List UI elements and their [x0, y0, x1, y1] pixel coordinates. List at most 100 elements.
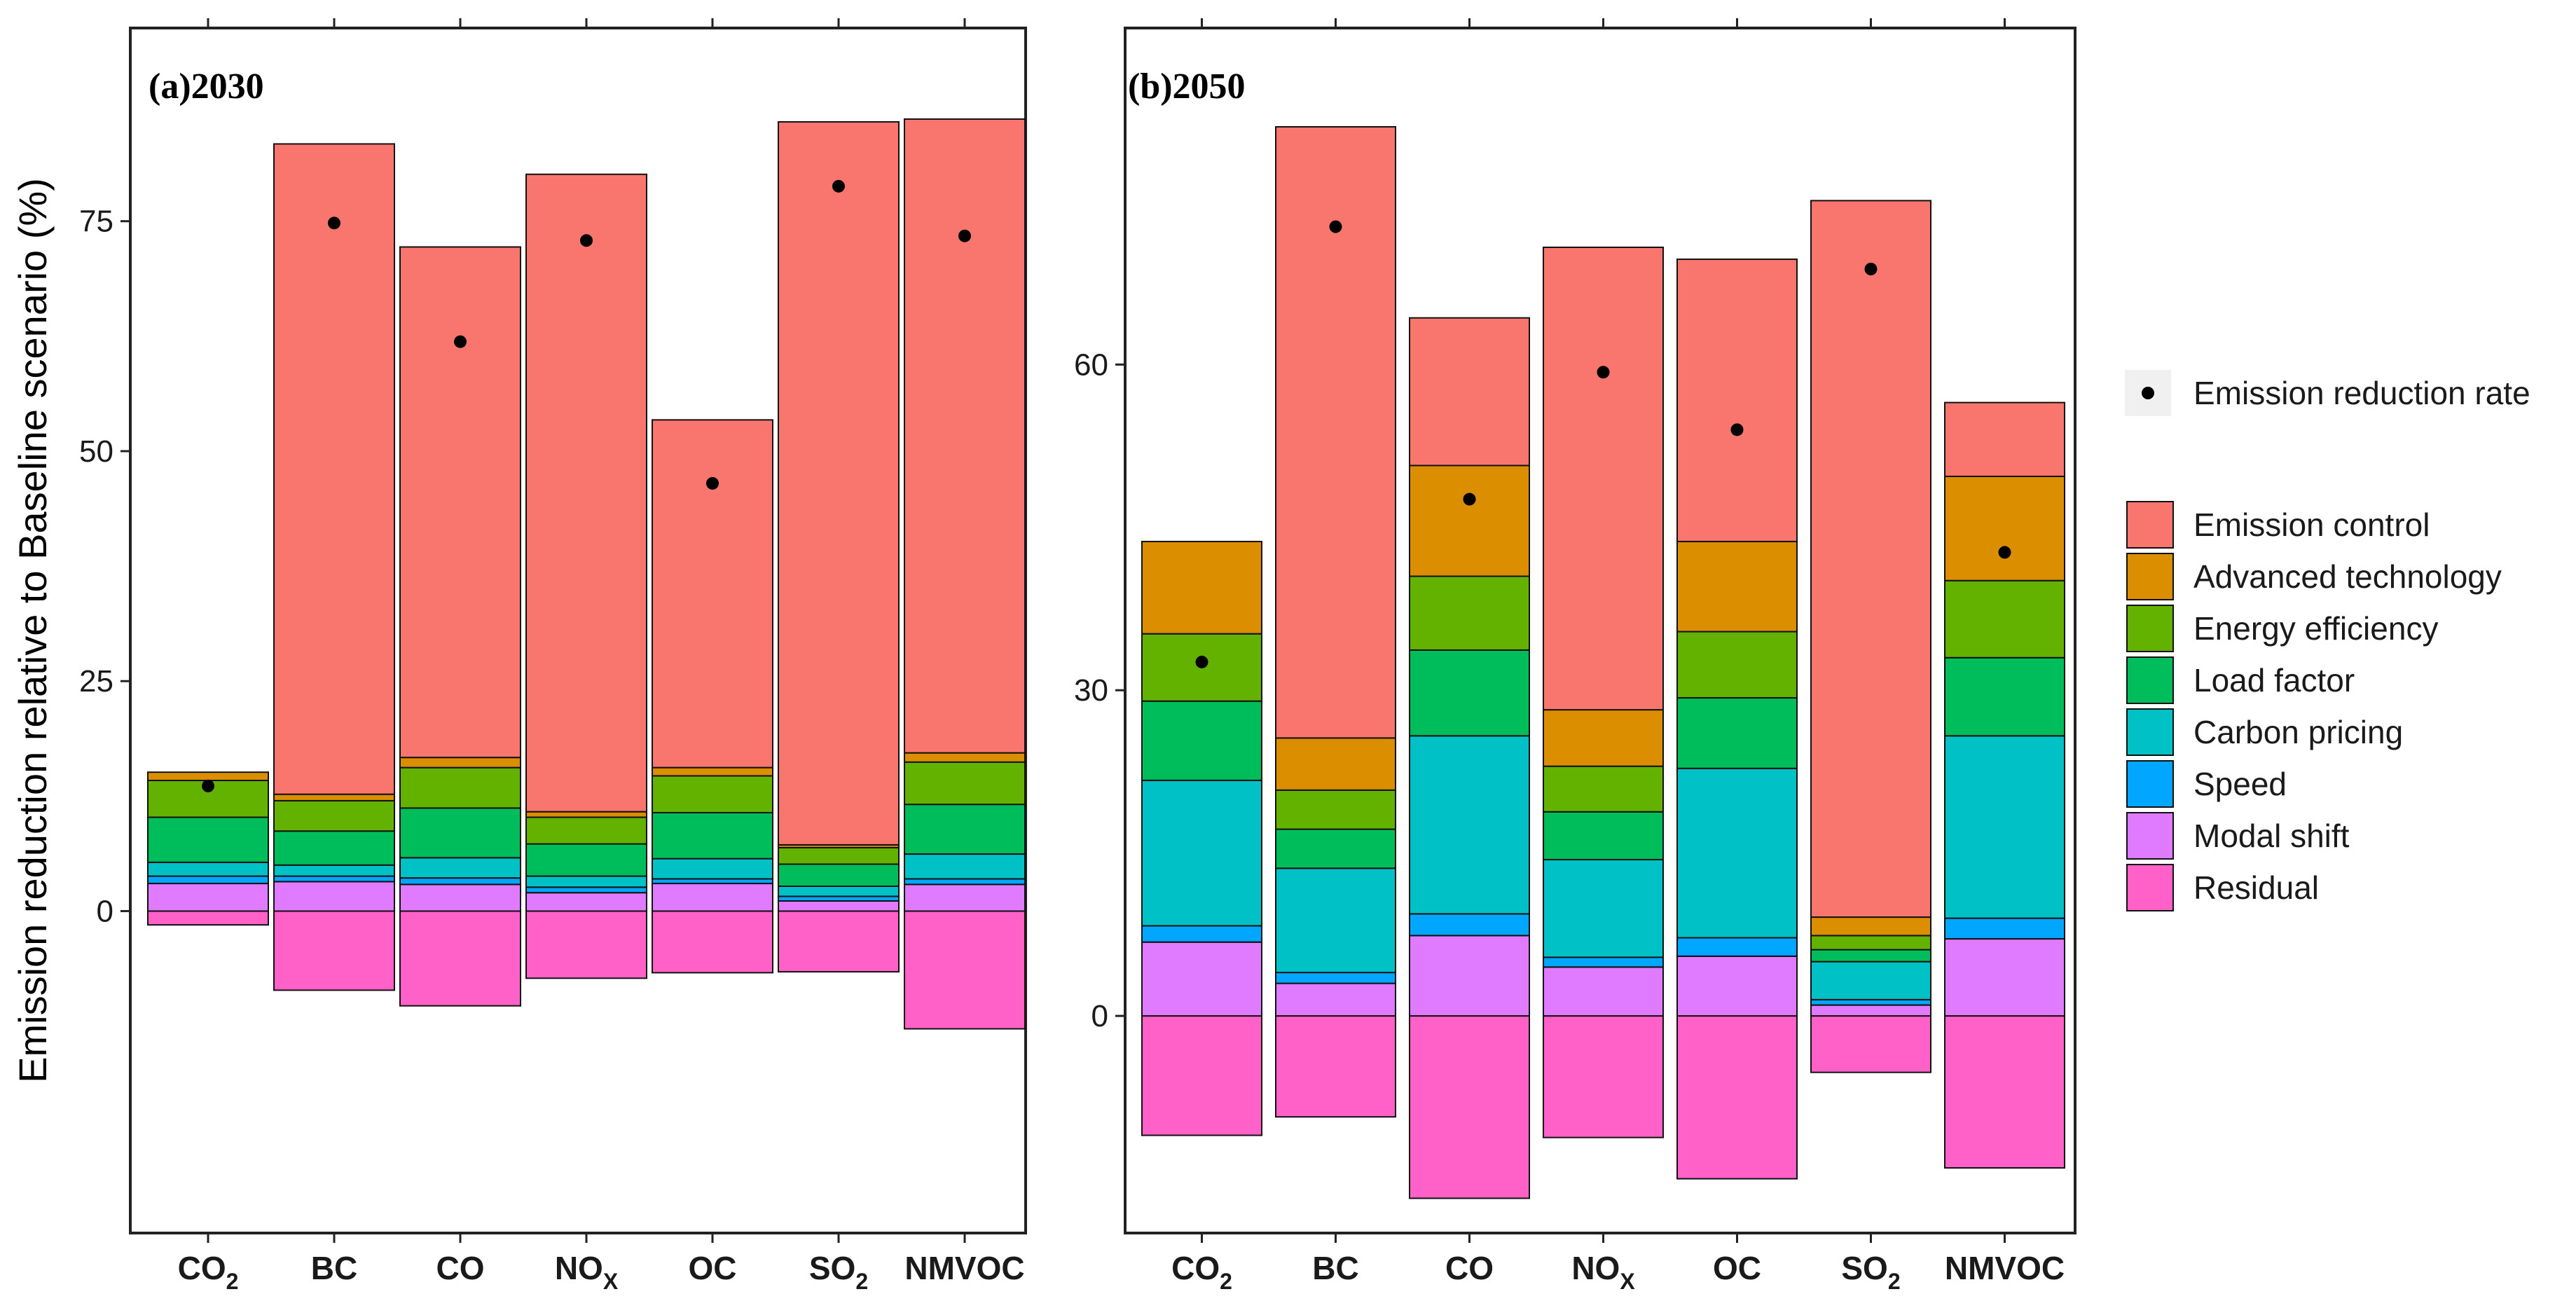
- rate-point-b-co: [1463, 493, 1476, 506]
- y-axis-label: Emission reduction relative to Baseline …: [11, 178, 55, 1083]
- bar-a-nox-advanced-technology: [525, 811, 647, 818]
- bar-b-co-speed: [1409, 913, 1530, 937]
- panel-a-title: (a)2030: [149, 67, 264, 106]
- legend-label-residual: Residual: [2193, 869, 2319, 906]
- bar-b-so2-speed: [1810, 998, 1931, 1006]
- bar-a-co-modal-shift: [399, 883, 521, 912]
- bar-a-bc-load-factor: [273, 830, 395, 866]
- bar-b-co2-speed: [1141, 925, 1262, 943]
- bar-a-nox-modal-shift: [525, 892, 647, 912]
- panel-b: 0 30 60 CO2 BC CO NOX OC SO2 NMVOC: [1074, 18, 2065, 1294]
- panel-b-y-tick-label: 30: [1074, 673, 1108, 708]
- bar-b-nmvoc-advanced-technology: [1944, 475, 2065, 581]
- bar-b-so2-residual: [1810, 1015, 1931, 1073]
- bar-a-bc-energy-efficiency: [273, 799, 395, 832]
- rate-point-a-bc: [328, 216, 340, 230]
- bar-b-oc-load-factor: [1676, 697, 1798, 769]
- bar-b-co-carbon-pricing: [1409, 735, 1530, 915]
- bar-a-nmvoc-load-factor: [904, 804, 1026, 855]
- bar-b-nox-energy-efficiency: [1543, 765, 1664, 813]
- bar-a-nmvoc-residual: [904, 910, 1026, 1030]
- legend-label-modal-shift: Modal shift: [2193, 818, 2350, 854]
- bar-a-bc-modal-shift: [273, 881, 395, 912]
- x-label-a-co: CO: [436, 1250, 485, 1286]
- bar-b-bc-energy-efficiency: [1275, 789, 1396, 830]
- legend-rate-dot: [2142, 387, 2154, 399]
- x-label-b-nmvoc: NMVOC: [1945, 1250, 2065, 1286]
- bar-a-co-load-factor: [399, 807, 521, 859]
- rate-point-a-nmvoc: [958, 229, 971, 242]
- bar-a-nmvoc-speed: [904, 878, 1026, 886]
- x-label-b-bc: BC: [1312, 1250, 1358, 1286]
- x-label-a-oc: OC: [689, 1250, 737, 1286]
- legend-label-advanced-technology: Advanced technology: [2193, 558, 2502, 595]
- bar-b-bc-speed: [1275, 972, 1396, 984]
- bar-a-co2-load-factor: [147, 816, 269, 863]
- bar-b-bc-load-factor: [1275, 828, 1396, 869]
- bar-b-co-load-factor: [1409, 649, 1530, 737]
- bar-b-so2-modal-shift: [1810, 1004, 1931, 1017]
- bar-b-co2-residual: [1141, 1015, 1262, 1136]
- bar-b-nmvoc-energy-efficiency: [1944, 579, 2065, 659]
- bar-b-so2-emission-control: [1810, 200, 1931, 918]
- bar-b-nox-load-factor: [1543, 811, 1664, 860]
- bar-a-so2-carbon-pricing: [778, 886, 900, 897]
- x-label-a-nmvoc: NMVOC: [904, 1250, 1024, 1286]
- bar-a-nox-emission-control: [525, 173, 647, 813]
- bar-b-nox-advanced-technology: [1543, 709, 1664, 767]
- bar-a-co2-advanced-technology: [147, 771, 269, 782]
- bar-a-bc-advanced-technology: [273, 793, 395, 801]
- bar-a-nmvoc-modal-shift: [904, 883, 1026, 912]
- bar-b-so2-load-factor: [1810, 949, 1931, 963]
- bar-b-oc-modal-shift: [1676, 955, 1798, 1017]
- bar-a-nmvoc-carbon-pricing: [904, 853, 1026, 880]
- bar-b-bc-advanced-technology: [1275, 737, 1396, 791]
- bar-a-so2-energy-efficiency: [778, 846, 900, 865]
- bar-a-so2-residual: [778, 910, 900, 973]
- bar-a-bc-carbon-pricing: [273, 864, 395, 877]
- bar-b-so2-energy-efficiency: [1810, 935, 1931, 951]
- bar-a-nox-energy-efficiency: [525, 816, 647, 845]
- x-label-a-co2: CO2: [178, 1250, 239, 1294]
- bar-a-oc-carbon-pricing: [652, 858, 773, 880]
- rate-point-b-oc: [1730, 423, 1744, 436]
- x-label-a-so2: SO2: [809, 1250, 868, 1294]
- bar-a-bc-emission-control: [273, 143, 395, 795]
- panel-a-y-tick-label: 75: [79, 205, 113, 239]
- bar-a-so2-load-factor: [778, 863, 900, 888]
- bar-a-co2-carbon-pricing: [147, 861, 269, 877]
- bar-a-oc-residual: [652, 910, 773, 974]
- bar-b-nox-modal-shift: [1543, 966, 1664, 1017]
- x-label-b-nox: NOX: [1571, 1250, 1635, 1294]
- bar-b-oc-residual: [1676, 1015, 1798, 1180]
- bar-b-nmvoc-load-factor: [1944, 656, 2065, 737]
- bar-a-oc-load-factor: [652, 811, 773, 860]
- bar-a-oc-energy-efficiency: [652, 775, 773, 813]
- bar-a-nox-load-factor: [525, 843, 647, 877]
- rate-point-a-co: [454, 335, 467, 348]
- bar-b-bc-carbon-pricing: [1275, 867, 1396, 974]
- bar-a-oc-emission-control: [652, 419, 773, 769]
- bar-b-nmvoc-carbon-pricing: [1944, 735, 2065, 919]
- bar-b-co-modal-shift: [1409, 935, 1530, 1017]
- bar-a-co-residual: [399, 910, 521, 1007]
- rate-point-a-nox: [580, 234, 593, 247]
- bar-b-co2-load-factor: [1141, 700, 1262, 781]
- bar-a-nmvoc-energy-efficiency: [904, 761, 1026, 806]
- bar-a-so2-emission-control: [778, 121, 900, 846]
- bar-a-co-speed: [399, 877, 521, 886]
- panel-a-y-tick-label: 25: [79, 664, 113, 698]
- bar-b-bc-emission-control: [1275, 126, 1396, 739]
- bar-b-co2-carbon-pricing: [1141, 779, 1262, 927]
- bar-a-co-energy-efficiency: [399, 766, 521, 809]
- x-label-a-nox: NOX: [555, 1250, 619, 1294]
- legend-swatch-modal-shift: [2126, 812, 2174, 860]
- bar-a-co-carbon-pricing: [399, 857, 521, 879]
- bar-b-so2-carbon-pricing: [1810, 961, 1931, 1000]
- bar-b-nmvoc-emission-control: [1944, 401, 2065, 477]
- bar-b-co-emission-control: [1409, 317, 1530, 467]
- legend-swatch-speed: [2126, 760, 2174, 808]
- x-label-b-oc: OC: [1713, 1250, 1761, 1286]
- legend-swatch-carbon-pricing: [2126, 708, 2174, 756]
